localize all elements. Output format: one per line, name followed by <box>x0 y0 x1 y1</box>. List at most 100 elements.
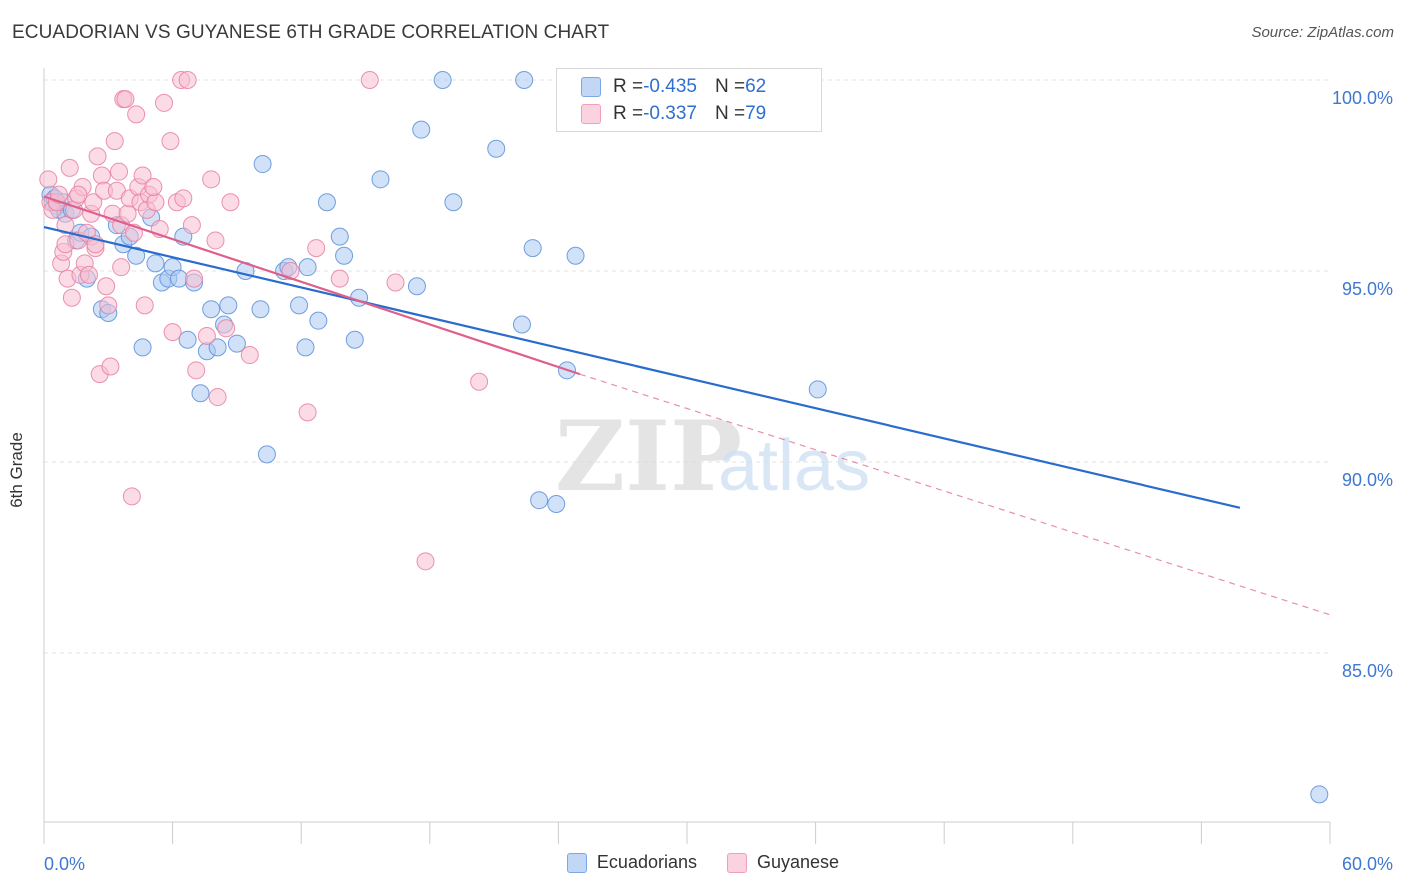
legend-r-label: R = <box>613 76 644 97</box>
data-point <box>1310 785 1329 804</box>
data-point <box>80 265 99 284</box>
data-point <box>206 231 225 250</box>
data-point <box>208 338 227 357</box>
data-point <box>512 315 531 334</box>
data-point <box>253 155 272 174</box>
y-tick-label: 85.0% <box>1342 661 1393 681</box>
data-point <box>112 258 131 277</box>
legend-label-ecuadorians: Ecuadorians <box>596 852 697 872</box>
data-point <box>221 193 240 212</box>
data-point <box>155 93 174 112</box>
data-point <box>84 193 103 212</box>
data-point <box>217 319 236 338</box>
data-point <box>470 372 489 391</box>
data-point <box>281 262 300 280</box>
data-point <box>101 357 120 376</box>
data-point <box>444 193 463 212</box>
data-point <box>566 246 585 265</box>
data-point <box>386 273 405 292</box>
data-point <box>227 334 246 353</box>
data-point <box>122 487 141 506</box>
x-tick-label: 0.0% <box>44 854 85 874</box>
data-point <box>56 216 75 235</box>
legend-r-value: -0.337 <box>643 103 697 124</box>
data-point <box>174 189 193 208</box>
data-point <box>515 71 534 89</box>
legend-r-value: -0.435 <box>643 76 697 97</box>
watermark-zip: ZIP <box>555 400 742 513</box>
data-point <box>69 185 88 204</box>
x-tick-label: 60.0% <box>1342 854 1393 874</box>
data-point <box>127 105 146 124</box>
data-point <box>307 239 326 258</box>
y-tick-label: 95.0% <box>1342 279 1393 299</box>
data-point <box>335 246 354 265</box>
correlation-legend: R = -0.435 N = 62 R = -0.337 N = 79 <box>556 68 822 132</box>
data-point <box>309 311 328 330</box>
data-point <box>178 330 197 349</box>
data-point <box>298 403 317 422</box>
data-point <box>185 269 204 288</box>
data-point <box>412 120 431 139</box>
source-credit: Source: ZipAtlas.com <box>1251 24 1394 41</box>
data-point <box>182 216 201 235</box>
data-point <box>208 388 227 407</box>
legend-row-ecuadorians: R = -0.435 N = 62 <box>581 75 766 99</box>
data-point <box>416 552 435 571</box>
legend-swatch-guyanese <box>581 104 601 124</box>
data-point <box>92 166 111 185</box>
data-point <box>116 90 135 109</box>
data-point <box>170 269 189 288</box>
legend-label-guyanese: Guyanese <box>757 852 840 872</box>
data-point <box>808 380 827 399</box>
data-point <box>345 330 364 349</box>
legend-swatch-ecuadorians <box>566 852 587 873</box>
watermark-atlas: atlas <box>718 426 870 506</box>
data-point <box>202 300 221 319</box>
series-legend: Ecuadorians Guyanese <box>0 852 1406 873</box>
data-point <box>146 254 165 273</box>
data-point <box>407 277 426 296</box>
data-point <box>197 326 216 345</box>
legend-n-label: N = <box>714 103 746 124</box>
data-point <box>178 71 197 89</box>
data-point <box>88 147 107 166</box>
data-point <box>530 491 549 510</box>
data-point <box>60 158 79 177</box>
data-point <box>146 193 165 212</box>
data-point <box>317 193 336 212</box>
data-point <box>330 269 349 288</box>
series-guyanese <box>39 71 489 571</box>
legend-swatch-guyanese <box>727 852 747 873</box>
data-point <box>50 185 69 204</box>
data-point <box>39 170 58 189</box>
trend-line-guyanese <box>43 195 581 376</box>
legend-item-ecuadorians: Ecuadorians <box>566 852 697 873</box>
data-point <box>97 277 116 296</box>
legend-r-label: R = <box>613 103 644 124</box>
chart-title: ECUADORIAN VS GUYANESE 6TH GRADE CORRELA… <box>12 22 610 43</box>
data-point <box>257 445 276 464</box>
data-point <box>371 170 390 189</box>
data-point <box>187 361 206 380</box>
data-point <box>99 296 118 315</box>
data-point <box>487 139 506 158</box>
data-point <box>219 296 238 315</box>
data-point <box>135 296 154 315</box>
data-point <box>330 227 349 246</box>
data-point <box>62 288 81 307</box>
data-point <box>240 346 259 365</box>
data-point <box>523 239 542 258</box>
data-point <box>433 71 452 89</box>
legend-swatch-ecuadorians <box>581 77 601 97</box>
y-tick-label: 100.0% <box>1332 88 1393 108</box>
data-point <box>290 296 309 315</box>
trend-line-ecuadorians <box>43 225 1241 509</box>
data-point <box>144 177 163 196</box>
data-point <box>360 71 379 89</box>
data-point <box>163 323 182 342</box>
data-point <box>133 166 152 185</box>
data-point <box>161 132 180 151</box>
legend-n-value: 62 <box>745 76 767 97</box>
